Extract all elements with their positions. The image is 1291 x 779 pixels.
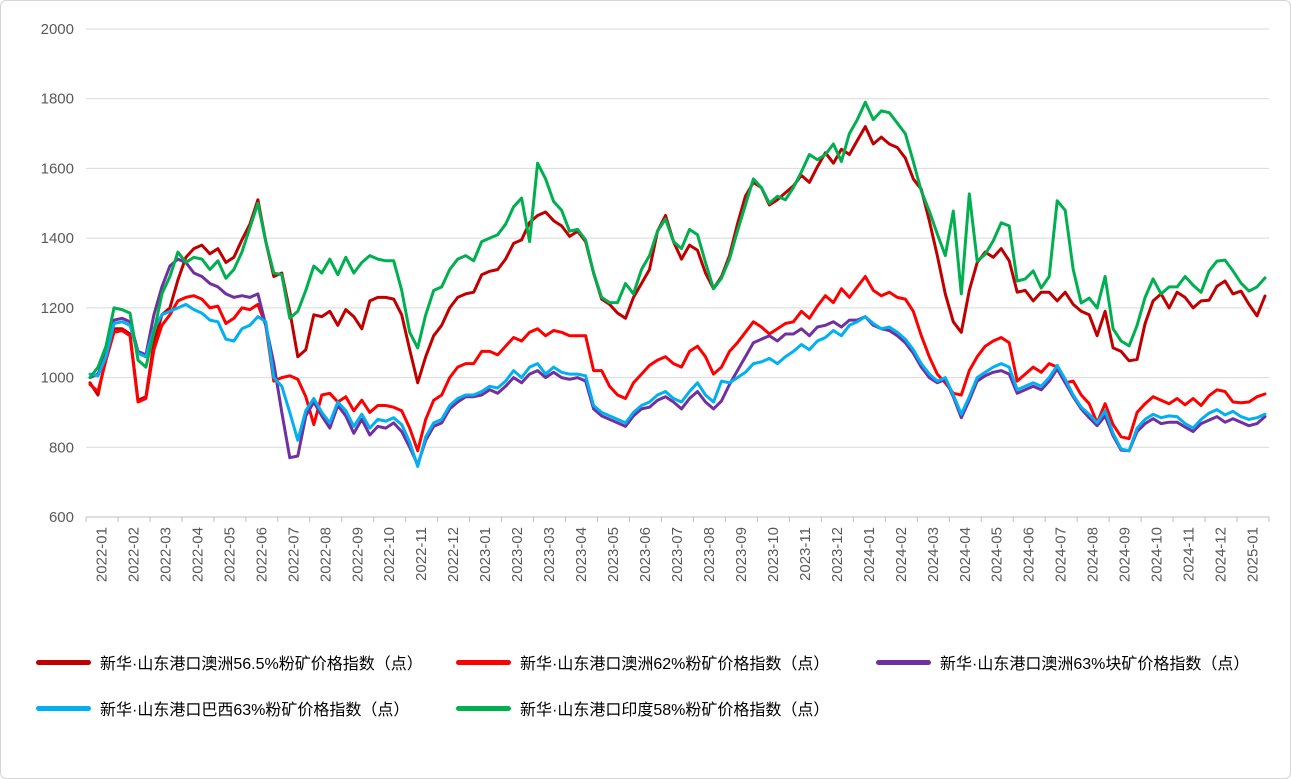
legend-label: 新华·山东港口印度58%粉矿价格指数（点） xyxy=(520,702,830,719)
legend-row-1: 新华·山东港口澳洲56.5%粉矿价格指数（点） 新华·山东港口澳洲62%粉矿价格… xyxy=(1,639,1290,685)
series-line-2 xyxy=(88,257,1267,467)
x-axis-label: 2022-12 xyxy=(445,527,462,582)
x-axis-label: 2023-12 xyxy=(829,527,846,582)
y-axis-label: 1200 xyxy=(41,300,74,317)
x-axis-label: 2022-05 xyxy=(221,527,238,582)
x-axis-label: 2023-09 xyxy=(733,527,750,582)
x-axis-label: 2024-05 xyxy=(989,527,1006,582)
x-axis-label: 2023-03 xyxy=(541,527,558,582)
x-axis-label: 2022-09 xyxy=(349,527,366,582)
x-axis-label: 2024-03 xyxy=(925,527,942,582)
x-axis-label: 2022-10 xyxy=(381,527,398,582)
x-axis-label: 2024-02 xyxy=(893,527,910,582)
legend-item-in58-fines: 新华·山东港口印度58%粉矿价格指数（点） xyxy=(456,696,829,720)
x-axis-label: 2024-07 xyxy=(1053,527,1070,582)
legend-label: 新华·山东港口巴西63%粉矿价格指数（点） xyxy=(100,702,410,719)
x-axis-label: 2022-02 xyxy=(125,527,142,582)
legend-swatch-green xyxy=(456,705,511,711)
legend-swatch-blue xyxy=(36,705,91,711)
x-axis-label: 2023-08 xyxy=(701,527,718,582)
x-axis-label: 2025-01 xyxy=(1245,527,1262,582)
x-axis-label: 2023-06 xyxy=(637,527,654,582)
x-axis-label: 2022-06 xyxy=(253,527,270,582)
legend-row-2: 新华·山东港口巴西63%粉矿价格指数（点） 新华·山东港口印度58%粉矿价格指数… xyxy=(1,685,1290,731)
legend-swatch-darkred xyxy=(36,659,91,665)
x-axis-label: 2023-01 xyxy=(477,527,494,582)
x-axis-label: 2023-07 xyxy=(669,527,686,582)
x-axis-label: 2024-06 xyxy=(1021,527,1038,582)
legend-item-br63-fines: 新华·山东港口巴西63%粉矿价格指数（点） xyxy=(36,696,456,720)
legend-label: 新华·山东港口澳洲62%粉矿价格指数（点） xyxy=(520,656,830,673)
x-axis-label: 2024-09 xyxy=(1117,527,1134,582)
legend-swatch-red xyxy=(456,659,511,665)
x-axis-label: 2023-04 xyxy=(573,527,590,582)
x-axis-label: 2024-08 xyxy=(1085,527,1102,582)
legend-label: 新华·山东港口澳洲56.5%粉矿价格指数（点） xyxy=(100,656,423,673)
series-line-4 xyxy=(88,100,1267,380)
x-axis-label: 2023-05 xyxy=(605,527,622,582)
y-axis-label: 600 xyxy=(49,509,74,526)
x-axis-label: 2022-01 xyxy=(93,527,110,582)
x-axis-label: 2024-01 xyxy=(861,527,878,582)
x-axis-label: 2024-11 xyxy=(1181,527,1198,581)
legend-item-au62-fines: 新华·山东港口澳洲62%粉矿价格指数（点） xyxy=(456,650,876,674)
legend-item-au565-fines: 新华·山东港口澳洲56.5%粉矿价格指数（点） xyxy=(36,650,456,674)
series-line-1 xyxy=(88,275,1267,453)
legend-item-au63-lump: 新华·山东港口澳洲63%块矿价格指数（点） xyxy=(876,650,1249,674)
x-axis-label: 2022-11 xyxy=(413,527,430,581)
y-axis-label: 2000 xyxy=(41,21,74,38)
x-axis-label: 2023-02 xyxy=(509,527,526,582)
y-axis-label: 800 xyxy=(49,439,74,456)
x-axis-label: 2022-03 xyxy=(157,527,174,582)
x-axis-label: 2023-11 xyxy=(797,527,814,581)
y-axis-label: 1400 xyxy=(41,230,74,247)
series-line-0 xyxy=(88,125,1267,402)
series-line-3 xyxy=(88,302,1267,468)
x-axis-label: 2022-04 xyxy=(189,527,206,582)
x-axis-label: 2024-04 xyxy=(957,527,974,582)
chart-legend: 新华·山东港口澳洲56.5%粉矿价格指数（点） 新华·山东港口澳洲62%粉矿价格… xyxy=(1,639,1290,731)
y-axis-label: 1000 xyxy=(41,370,74,387)
x-axis-label: 2024-10 xyxy=(1149,527,1166,582)
legend-swatch-purple xyxy=(876,659,931,665)
price-index-chart: 600 800 1000 1200 1400 1600 1800 2000 2022-01 202… xyxy=(41,21,1270,582)
x-axis-label: 2024-12 xyxy=(1213,527,1230,582)
y-axis-label: 1600 xyxy=(41,160,74,177)
legend-label: 新华·山东港口澳洲63%块矿价格指数（点） xyxy=(940,656,1250,673)
x-axis-label: 2023-10 xyxy=(765,527,782,582)
x-axis-label: 2022-08 xyxy=(317,527,334,582)
y-axis-label: 1800 xyxy=(41,91,74,108)
x-axis-label: 2022-07 xyxy=(285,527,302,582)
